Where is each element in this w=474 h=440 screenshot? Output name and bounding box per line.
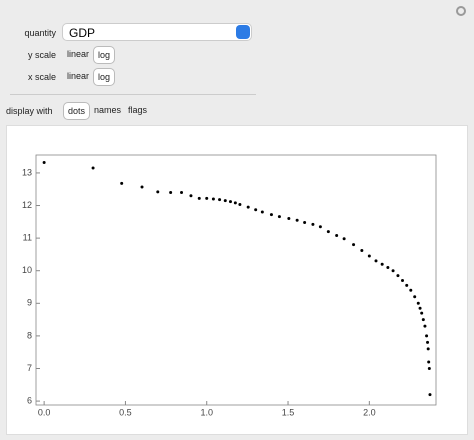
y-tick-label: 9 (27, 298, 32, 308)
point (360, 249, 364, 253)
point (254, 208, 258, 212)
button[interactable]: linear (67, 71, 90, 81)
point (427, 366, 431, 370)
point (386, 265, 390, 269)
point (180, 190, 184, 194)
point (427, 360, 431, 364)
point (391, 269, 395, 273)
point (425, 334, 429, 338)
dropdown-arrow (236, 25, 250, 39)
point (211, 197, 215, 201)
point (401, 278, 405, 282)
point (405, 283, 409, 287)
point (416, 301, 420, 305)
point (409, 288, 413, 292)
button[interactable]: names (94, 105, 122, 115)
point (326, 230, 330, 234)
point (295, 218, 299, 222)
point (318, 225, 322, 229)
x-tick-label: 1.5 (282, 407, 295, 417)
point (342, 237, 346, 241)
x-tick-label: 2.0 (363, 407, 376, 417)
dropdown-value: GDP (69, 26, 96, 40)
point (335, 234, 339, 238)
point (246, 205, 250, 209)
point (374, 259, 378, 263)
y-tick-label: 10 (22, 265, 32, 275)
button[interactable]: flags (128, 105, 148, 115)
point (426, 340, 430, 344)
point (396, 274, 400, 278)
y-tick-label: 13 (22, 167, 32, 177)
point (189, 194, 193, 198)
point (277, 215, 281, 219)
y-tick-label: 11 (23, 232, 32, 242)
divider (10, 94, 256, 95)
y-tick-label: 12 (22, 200, 32, 210)
point (205, 196, 209, 200)
point (269, 213, 273, 217)
point (303, 220, 307, 224)
point (140, 185, 144, 189)
point (238, 203, 242, 207)
button[interactable]: log (93, 68, 116, 86)
y-tick-label: 6 (27, 395, 32, 405)
point (197, 196, 201, 200)
point (156, 190, 160, 194)
point (367, 254, 371, 258)
point (420, 311, 424, 315)
point (413, 295, 417, 299)
point (233, 201, 237, 205)
point (418, 306, 422, 310)
button[interactable]: linear (67, 49, 90, 59)
point (228, 200, 232, 204)
point (169, 190, 173, 194)
point (42, 160, 46, 164)
point (120, 181, 124, 185)
point (218, 198, 222, 202)
point (91, 166, 95, 170)
point (223, 199, 227, 203)
x-tick-label: 0.0 (38, 407, 51, 417)
label: quantity (24, 28, 56, 38)
point (380, 262, 384, 266)
point (260, 210, 264, 214)
label: x scale (27, 72, 56, 82)
point (287, 217, 291, 221)
point (426, 347, 430, 351)
plot-frame (35, 154, 437, 406)
point (428, 393, 432, 397)
point (352, 243, 356, 247)
point (311, 222, 315, 226)
y-tick-label: 8 (27, 330, 32, 340)
point (423, 324, 427, 328)
x-tick-label: 0.5 (119, 407, 132, 417)
label: y scale (27, 50, 56, 60)
y-tick-label: 7 (27, 363, 32, 373)
label: display with (6, 106, 53, 116)
point (421, 318, 425, 322)
plot-panel (6, 125, 468, 435)
button[interactable]: dots (63, 102, 91, 120)
dropdown[interactable]: GDP (62, 23, 252, 41)
x-tick-label: 1.0 (200, 407, 213, 417)
gear-icon[interactable] (455, 5, 467, 17)
button[interactable]: log (93, 46, 116, 64)
